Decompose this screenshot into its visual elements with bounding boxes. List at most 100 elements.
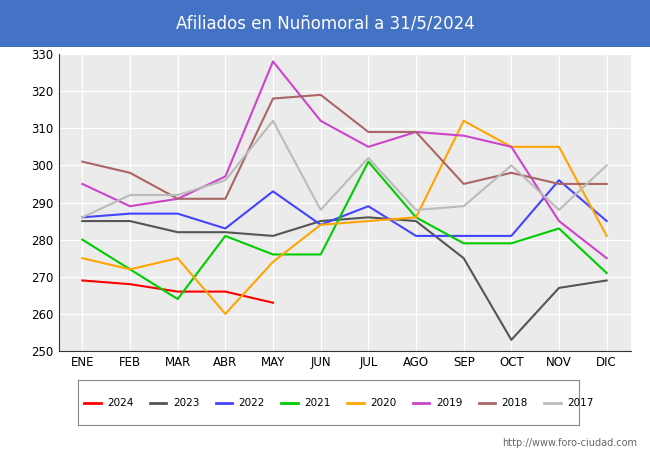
- Line: 2021: 2021: [83, 162, 606, 299]
- 2023: [508, 337, 515, 342]
- 2017: [269, 118, 277, 123]
- 2023: [555, 285, 563, 291]
- Text: 2021: 2021: [304, 398, 331, 408]
- 2018: [555, 181, 563, 187]
- 2022: [412, 233, 420, 238]
- 2020: [222, 311, 229, 316]
- 2021: [174, 296, 181, 302]
- 2022: [603, 218, 610, 224]
- 2023: [460, 256, 467, 261]
- 2021: [126, 266, 134, 272]
- Line: 2018: 2018: [83, 95, 606, 199]
- 2023: [412, 218, 420, 224]
- 2018: [269, 96, 277, 101]
- 2022: [126, 211, 134, 216]
- 2019: [79, 181, 86, 187]
- 2023: [269, 233, 277, 238]
- 2023: [603, 278, 610, 283]
- 2022: [79, 215, 86, 220]
- 2023: [126, 218, 134, 224]
- 2022: [460, 233, 467, 238]
- 2019: [508, 144, 515, 149]
- 2017: [555, 207, 563, 212]
- 2019: [460, 133, 467, 138]
- 2018: [79, 159, 86, 164]
- 2017: [222, 177, 229, 183]
- 2018: [460, 181, 467, 187]
- 2018: [508, 170, 515, 176]
- Text: 2018: 2018: [502, 398, 528, 408]
- 2018: [126, 170, 134, 176]
- 2023: [222, 230, 229, 235]
- 2023: [79, 218, 86, 224]
- 2021: [79, 237, 86, 242]
- 2018: [603, 181, 610, 187]
- Text: 2023: 2023: [173, 398, 199, 408]
- 2023: [174, 230, 181, 235]
- 2024: [126, 282, 134, 287]
- 2021: [412, 215, 420, 220]
- 2017: [174, 192, 181, 198]
- 2024: [79, 278, 86, 283]
- 2020: [555, 144, 563, 149]
- 2020: [508, 144, 515, 149]
- 2021: [508, 241, 515, 246]
- 2022: [365, 203, 372, 209]
- 2021: [460, 241, 467, 246]
- Line: 2022: 2022: [83, 180, 606, 236]
- 2022: [508, 233, 515, 238]
- 2024: [269, 300, 277, 306]
- 2017: [460, 203, 467, 209]
- 2023: [365, 215, 372, 220]
- 2019: [555, 218, 563, 224]
- 2017: [317, 207, 324, 212]
- 2017: [79, 215, 86, 220]
- 2017: [365, 155, 372, 161]
- 2019: [317, 118, 324, 123]
- 2018: [174, 196, 181, 202]
- 2022: [269, 189, 277, 194]
- 2020: [126, 266, 134, 272]
- 2021: [317, 252, 324, 257]
- 2017: [508, 163, 515, 168]
- 2021: [365, 159, 372, 164]
- 2019: [222, 174, 229, 179]
- 2021: [555, 226, 563, 231]
- 2018: [412, 129, 420, 135]
- 2017: [126, 192, 134, 198]
- 2021: [269, 252, 277, 257]
- Text: Afiliados en Nuñomoral a 31/5/2024: Afiliados en Nuñomoral a 31/5/2024: [176, 14, 474, 33]
- 2019: [603, 256, 610, 261]
- 2017: [603, 163, 610, 168]
- 2019: [126, 203, 134, 209]
- 2019: [269, 58, 277, 64]
- Text: 2017: 2017: [567, 398, 594, 408]
- 2018: [365, 129, 372, 135]
- 2022: [317, 222, 324, 227]
- 2018: [222, 196, 229, 202]
- 2022: [174, 211, 181, 216]
- 2021: [222, 233, 229, 238]
- Text: 2022: 2022: [239, 398, 265, 408]
- 2020: [603, 233, 610, 238]
- 2022: [222, 226, 229, 231]
- Text: http://www.foro-ciudad.com: http://www.foro-ciudad.com: [502, 438, 637, 448]
- 2020: [174, 256, 181, 261]
- Text: 2019: 2019: [436, 398, 462, 408]
- 2019: [365, 144, 372, 149]
- Line: 2024: 2024: [83, 280, 273, 303]
- 2019: [412, 129, 420, 135]
- Text: 2024: 2024: [107, 398, 133, 408]
- 2017: [412, 207, 420, 212]
- 2019: [174, 196, 181, 202]
- Line: 2017: 2017: [83, 121, 606, 217]
- 2020: [269, 259, 277, 265]
- Line: 2023: 2023: [83, 217, 606, 340]
- 2023: [317, 218, 324, 224]
- Text: 2020: 2020: [370, 398, 396, 408]
- 2020: [79, 256, 86, 261]
- 2024: [222, 289, 229, 294]
- 2018: [317, 92, 324, 98]
- 2020: [365, 218, 372, 224]
- 2024: [174, 289, 181, 294]
